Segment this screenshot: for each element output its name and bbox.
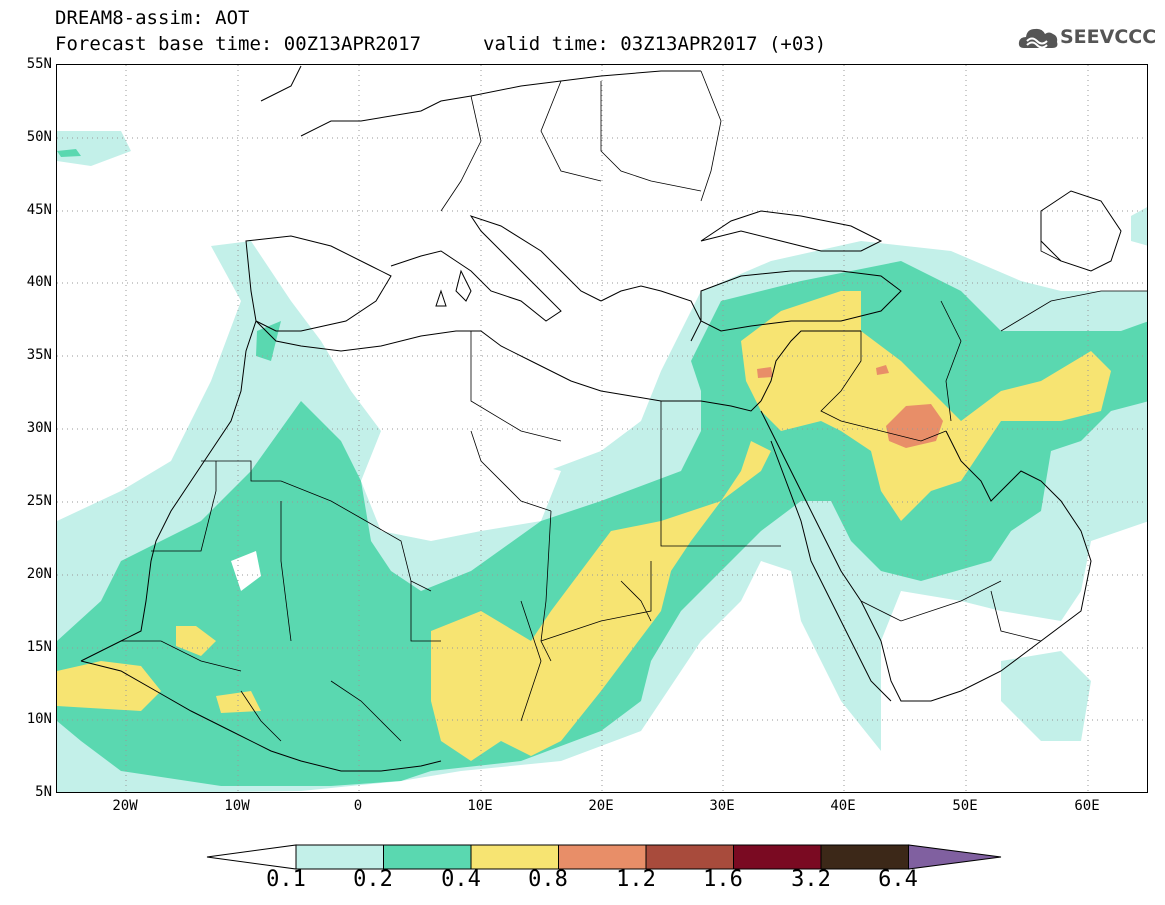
lon-label-10w: 10W <box>224 798 250 814</box>
colorbar-cell <box>820 844 909 870</box>
lon-label-40e: 40E <box>830 798 856 814</box>
legend-label-0-8: 0.8 <box>528 867 568 892</box>
aot-band-0-8 <box>757 365 943 448</box>
lon-label-20e: 20E <box>588 798 614 814</box>
lon-label-60e: 60E <box>1074 798 1100 814</box>
lat-label-10n: 10N <box>26 711 52 727</box>
lon-label-30e: 30E <box>709 798 735 814</box>
legend-label-1-2: 1.2 <box>616 867 656 892</box>
colorbar-arrow-low <box>206 844 297 870</box>
lat-label-55n: 55N <box>26 56 52 72</box>
aot-map <box>57 65 1147 792</box>
cloud-icon <box>1018 28 1058 49</box>
colorbar <box>206 844 1002 870</box>
legend-label-0-2: 0.2 <box>353 867 393 892</box>
colorbar-arrow-high <box>908 844 1002 870</box>
lat-label-25n: 25N <box>26 493 52 509</box>
lon-label-10e: 10E <box>467 798 493 814</box>
valid-time: valid time: 03Z13APR2017 (+03) <box>483 33 827 55</box>
colorbar-cell <box>645 844 734 870</box>
lon-label-0: 0 <box>353 798 363 814</box>
lat-label-15n: 15N <box>26 639 52 655</box>
legend-label-1-6: 1.6 <box>703 867 743 892</box>
colorbar-cell <box>295 844 384 870</box>
colorbar-cell <box>470 844 559 870</box>
legend-label-0-1: 0.1 <box>266 867 306 892</box>
colorbar-cell <box>383 844 472 870</box>
lat-label-5n: 5N <box>35 784 52 800</box>
map-title: DREAM8-assim: AOT <box>55 7 250 29</box>
colorbar-cell <box>733 844 822 870</box>
legend-label-3-2: 3.2 <box>791 867 831 892</box>
legend-label-0-4: 0.4 <box>441 867 481 892</box>
forecast-base-time: Forecast base time: 00Z13APR2017 <box>55 33 422 55</box>
lat-label-40n: 40N <box>26 274 52 290</box>
map-panel <box>56 64 1148 793</box>
legend-label-6-4: 6.4 <box>878 867 918 892</box>
lon-label-50e: 50E <box>952 798 978 814</box>
lat-label-20n: 20N <box>26 566 52 582</box>
logo-text: SEEVCCC <box>1060 26 1157 48</box>
coastlines <box>80 65 1122 772</box>
lat-label-45n: 45N <box>26 202 52 218</box>
lat-label-35n: 35N <box>26 347 52 363</box>
colorbar-cell <box>558 844 647 870</box>
lat-label-50n: 50N <box>26 129 52 145</box>
graticule <box>57 65 1147 792</box>
lon-label-20w: 20W <box>112 798 138 814</box>
lat-label-30n: 30N <box>26 420 52 436</box>
country-borders <box>121 70 1147 742</box>
seevccc-logo: SEEVCCC <box>1018 22 1158 54</box>
